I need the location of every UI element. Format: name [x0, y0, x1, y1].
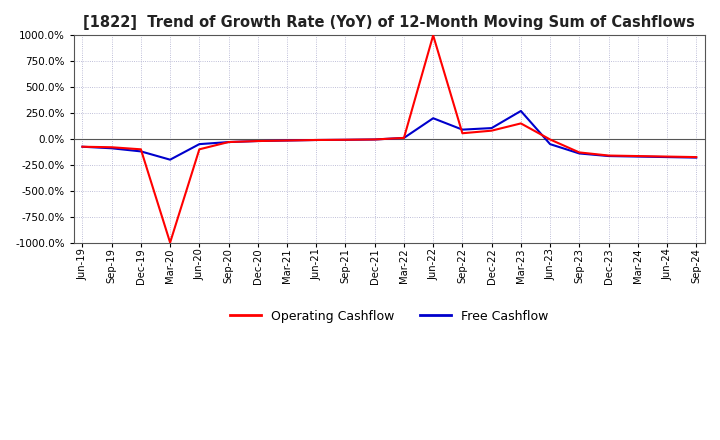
Title: [1822]  Trend of Growth Rate (YoY) of 12-Month Moving Sum of Cashflows: [1822] Trend of Growth Rate (YoY) of 12-…	[84, 15, 696, 30]
Legend: Operating Cashflow, Free Cashflow: Operating Cashflow, Free Cashflow	[225, 304, 554, 327]
